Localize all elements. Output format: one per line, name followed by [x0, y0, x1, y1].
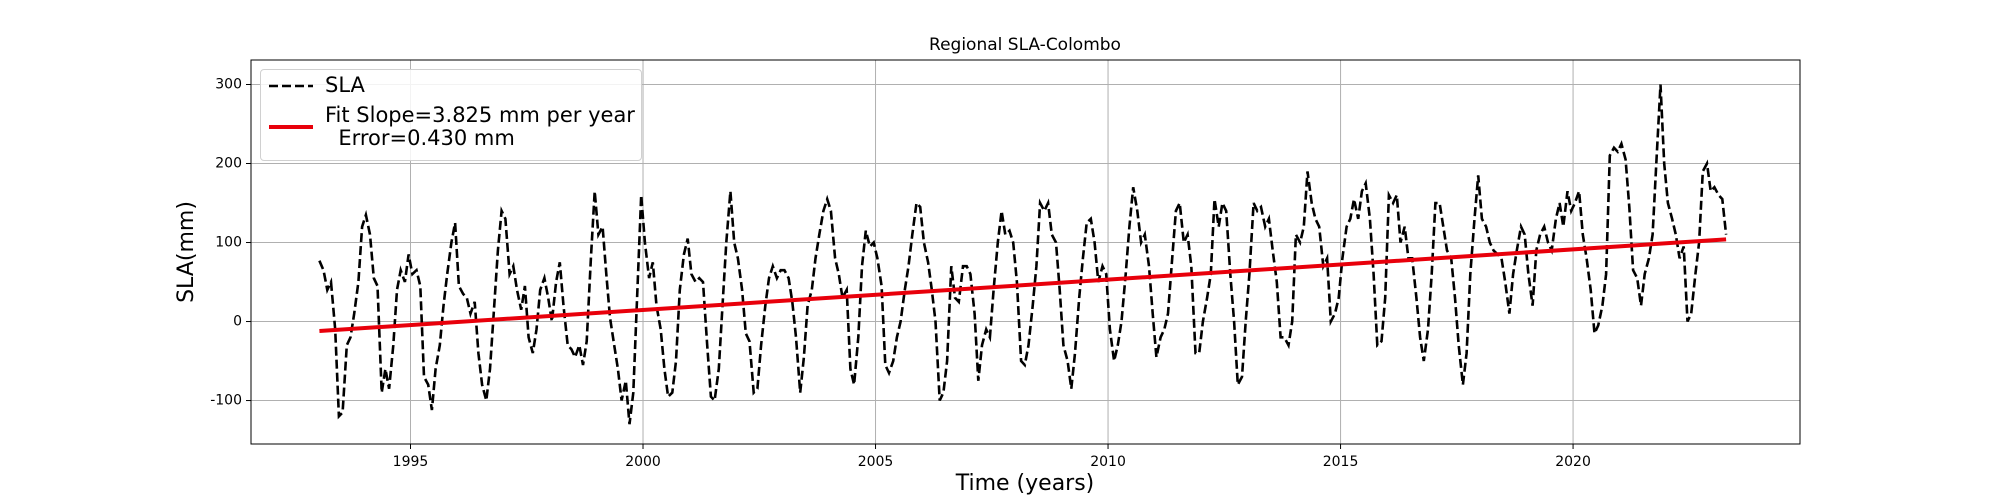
x-tick-label: 2005	[858, 454, 894, 470]
x-tick-label: 2010	[1090, 454, 1126, 470]
y-tick-label: -100	[210, 393, 242, 409]
y-axis-label: SLA(mm)	[174, 201, 199, 303]
legend-swatch	[269, 125, 313, 129]
series-line	[318, 84, 1728, 425]
x-tick-label: 2020	[1555, 454, 1591, 470]
chart-title: Regional SLA-Colombo	[929, 35, 1121, 55]
x-tick-label: 2015	[1323, 454, 1359, 470]
y-tick-label: 300	[215, 76, 242, 92]
y-tick-label: 200	[215, 156, 242, 172]
legend-swatch	[269, 84, 313, 87]
x-tick-label: 1995	[393, 454, 429, 470]
x-tick-label: 2000	[625, 454, 661, 470]
legend-label: SLA	[325, 73, 365, 97]
legend: SLA Fit Slope=3.825 mm per year Error=0.4…	[260, 69, 642, 161]
plot-frame	[250, 59, 1801, 445]
x-axis-label: Time (years)	[955, 471, 1095, 496]
legend-entry: SLA	[269, 74, 365, 97]
y-tick-label: 100	[215, 235, 242, 251]
legend-entry: Fit Slope=3.825 mm per year Error=0.430 …	[269, 104, 635, 150]
legend-label: Fit Slope=3.825 mm per year Error=0.430 …	[325, 103, 635, 150]
series-line	[319, 237, 1727, 333]
y-tick-label: 0	[233, 314, 242, 330]
